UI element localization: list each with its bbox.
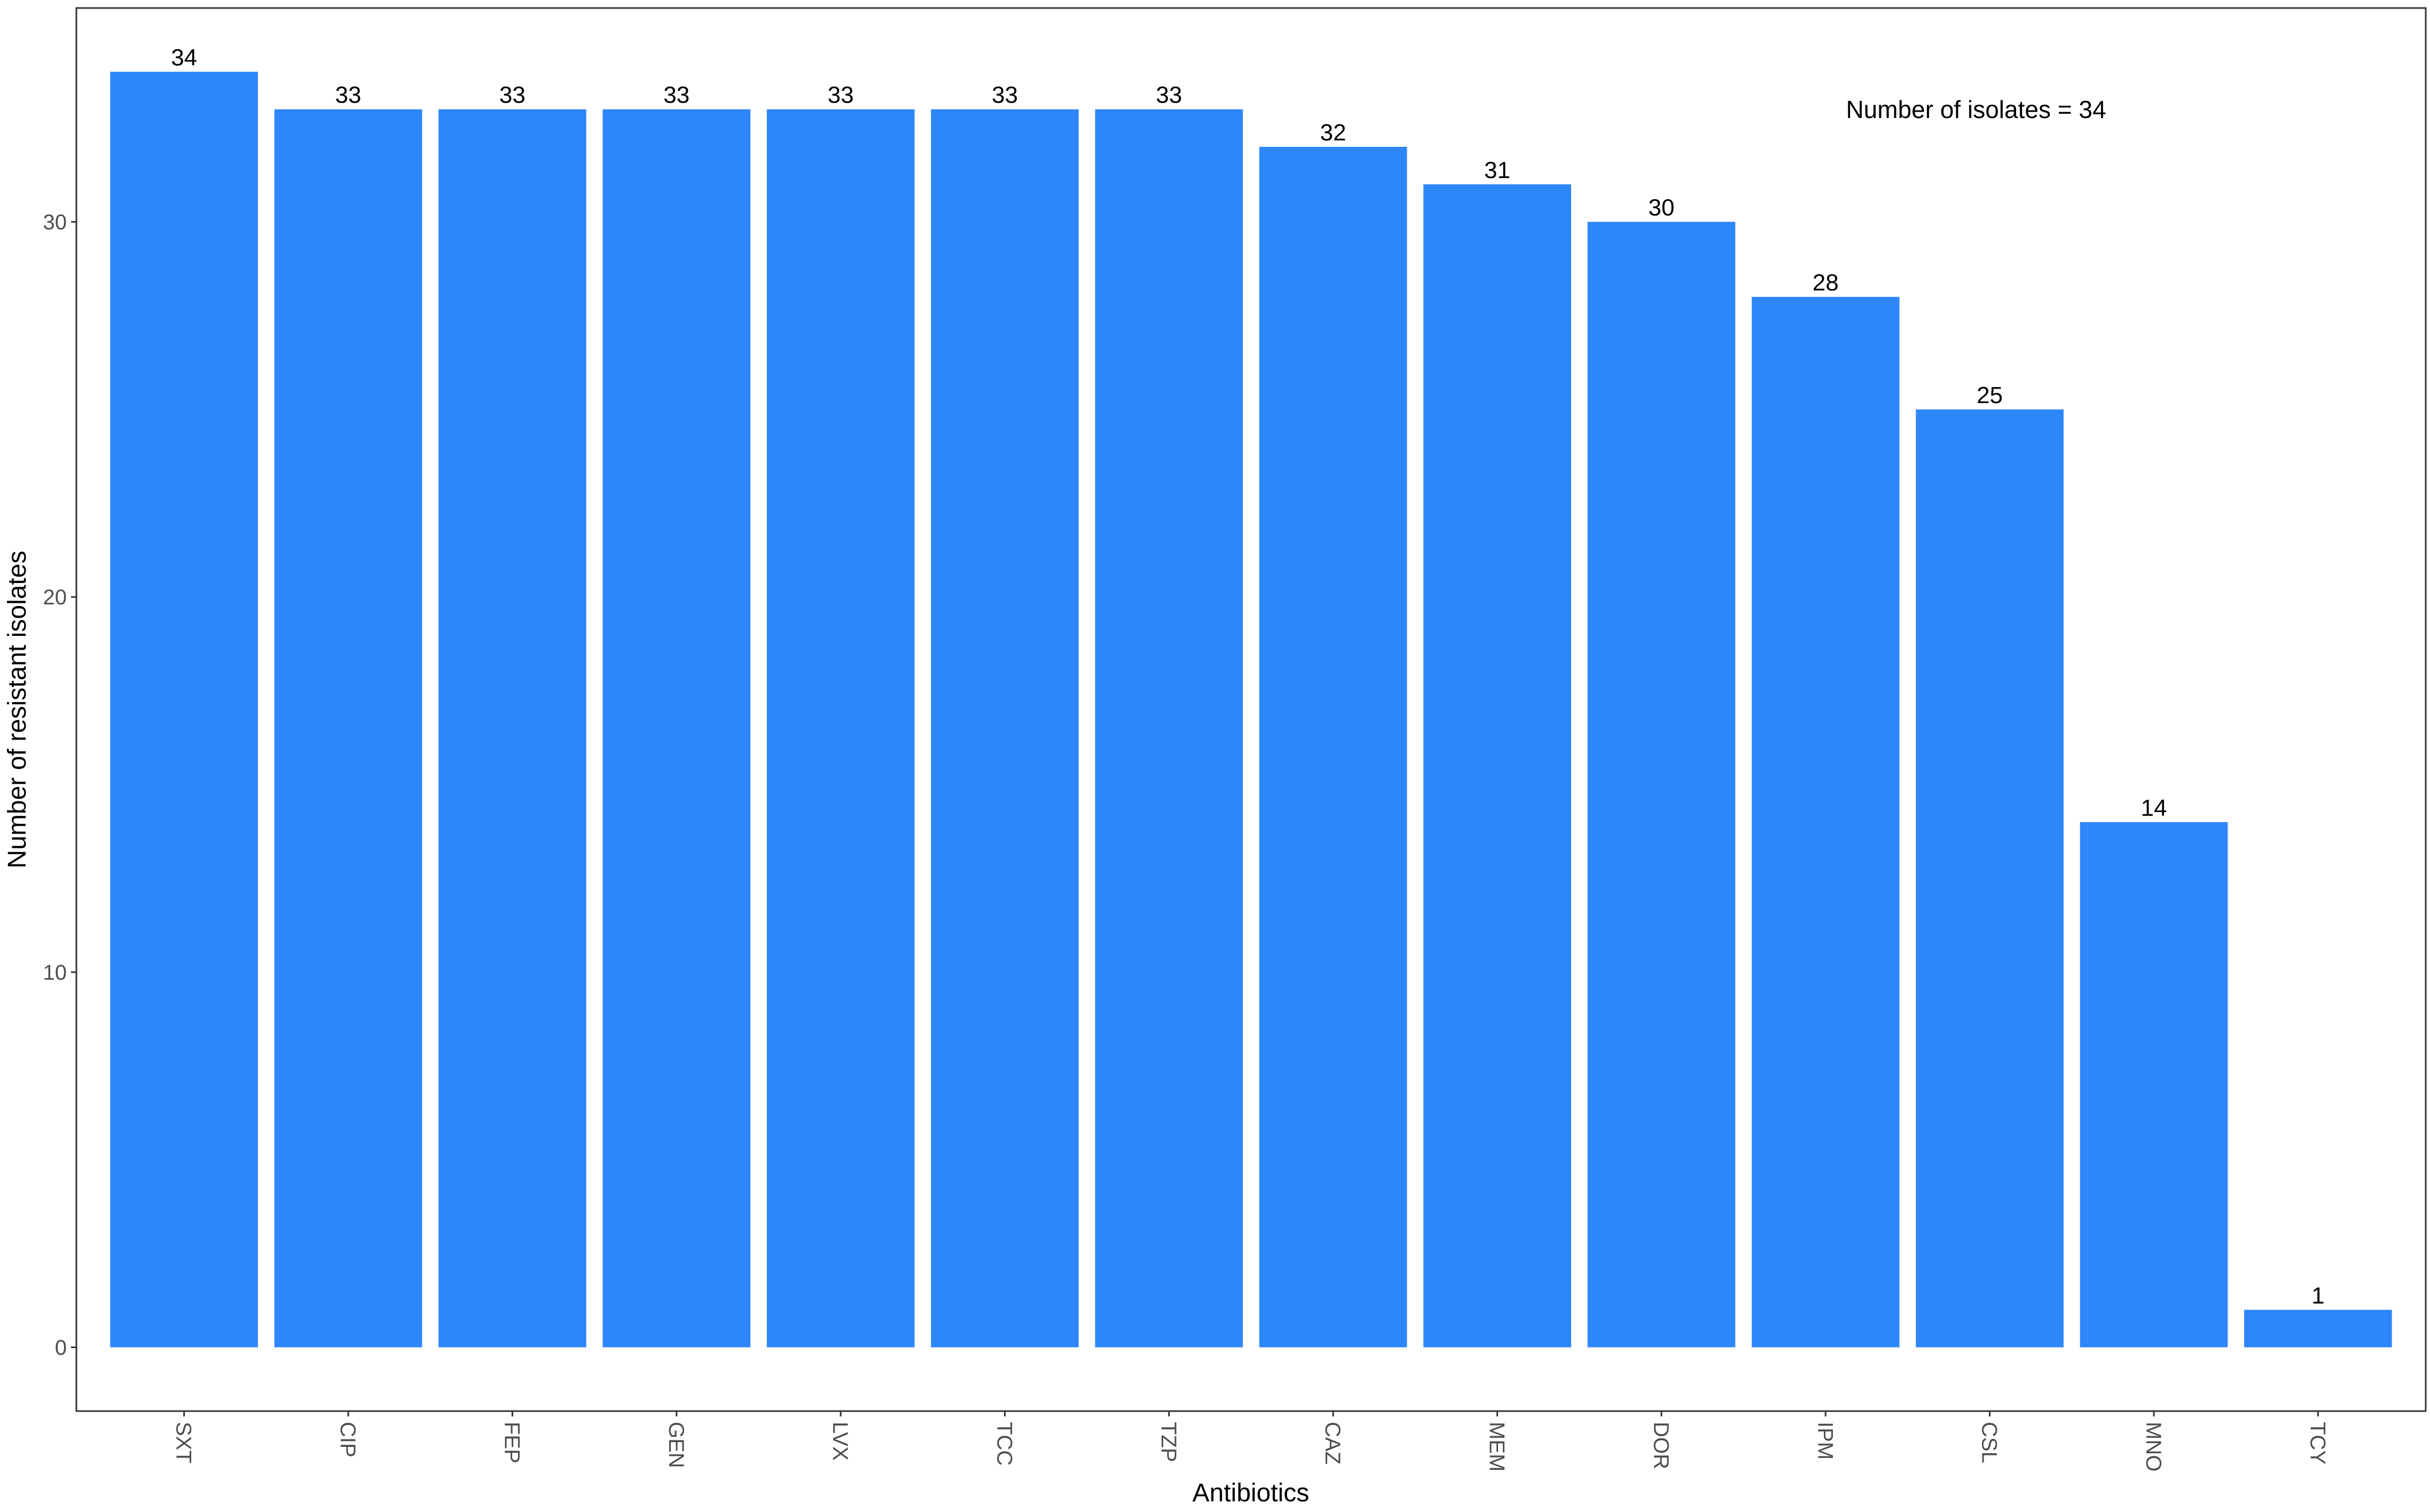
bar-mem [1423,184,1571,1348]
y-tick-label: 30 [43,211,67,234]
bar-cip [274,109,422,1348]
x-tick-label: FEP [500,1422,523,1463]
bar-dor [1587,222,1736,1348]
bar-value-label: 33 [499,82,526,108]
x-tick-label: DOR [1649,1422,1673,1469]
bar-caz [1259,146,1407,1348]
bar-value-label: 31 [1484,157,1510,183]
bar-tcy [2244,1310,2392,1348]
bar-value-label: 33 [992,82,1018,108]
bar-value-label: 33 [828,82,854,108]
bar-value-label: 25 [1977,382,2003,408]
bar-value-label: 1 [2311,1282,2324,1309]
x-axis: SXT CIP FEP GEN LVX TCC TZP CAZ MEM DOR IPM CSL MNO T… [172,1411,2329,1471]
x-tick-label: CIP [336,1422,359,1458]
bar-value-label: 30 [1648,195,1674,221]
y-tick-label: 20 [43,586,67,609]
x-tick-label: MNO [2142,1422,2165,1471]
bar-value-label: 33 [663,82,689,108]
panel-border [75,7,2427,1412]
x-tick-label: SXT [172,1422,195,1463]
x-tick-label: LVX [828,1422,852,1461]
x-tick-label: TCY [2306,1422,2329,1464]
bars: 34 33 33 33 33 33 33 32 31 30 28 25 14 1 [110,44,2392,1348]
bar-value-label: 14 [2141,795,2167,821]
y-axis: 0 10 20 30 [43,211,76,1360]
bar-value-label: 33 [1156,82,1182,108]
x-tick-label: CSL [1978,1422,2001,1463]
x-tick-label: TZP [1157,1422,1180,1462]
bar-value-label: 32 [1320,120,1346,146]
bar-gen [602,109,751,1348]
y-axis-title: Number of resistant isolates [3,551,32,869]
bar-value-label: 28 [1813,270,1839,296]
x-tick-label: CAZ [1321,1422,1344,1464]
bar-fep [438,109,586,1348]
bar-value-label: 33 [335,82,362,108]
y-tick-label: 10 [43,961,67,985]
y-tick-label: 0 [55,1336,67,1360]
bar-csl [1916,409,2064,1348]
annotation-text: Number of isolates = 34 [1846,96,2106,123]
x-axis-title: Antibiotics [1193,1479,1310,1507]
bar-lvx [766,109,915,1348]
bar-ipm [1751,297,1900,1348]
bar-mno [2080,822,2228,1348]
x-tick-label: IPM [1813,1422,1837,1460]
x-tick-label: GEN [664,1422,688,1468]
bar-tzp [1095,109,1243,1348]
x-tick-label: TCC [992,1422,1016,1466]
bar-sxt [110,72,258,1348]
x-tick-label: MEM [1485,1422,1509,1471]
bar-value-label: 34 [171,44,197,70]
bar-tcc [931,109,1079,1348]
